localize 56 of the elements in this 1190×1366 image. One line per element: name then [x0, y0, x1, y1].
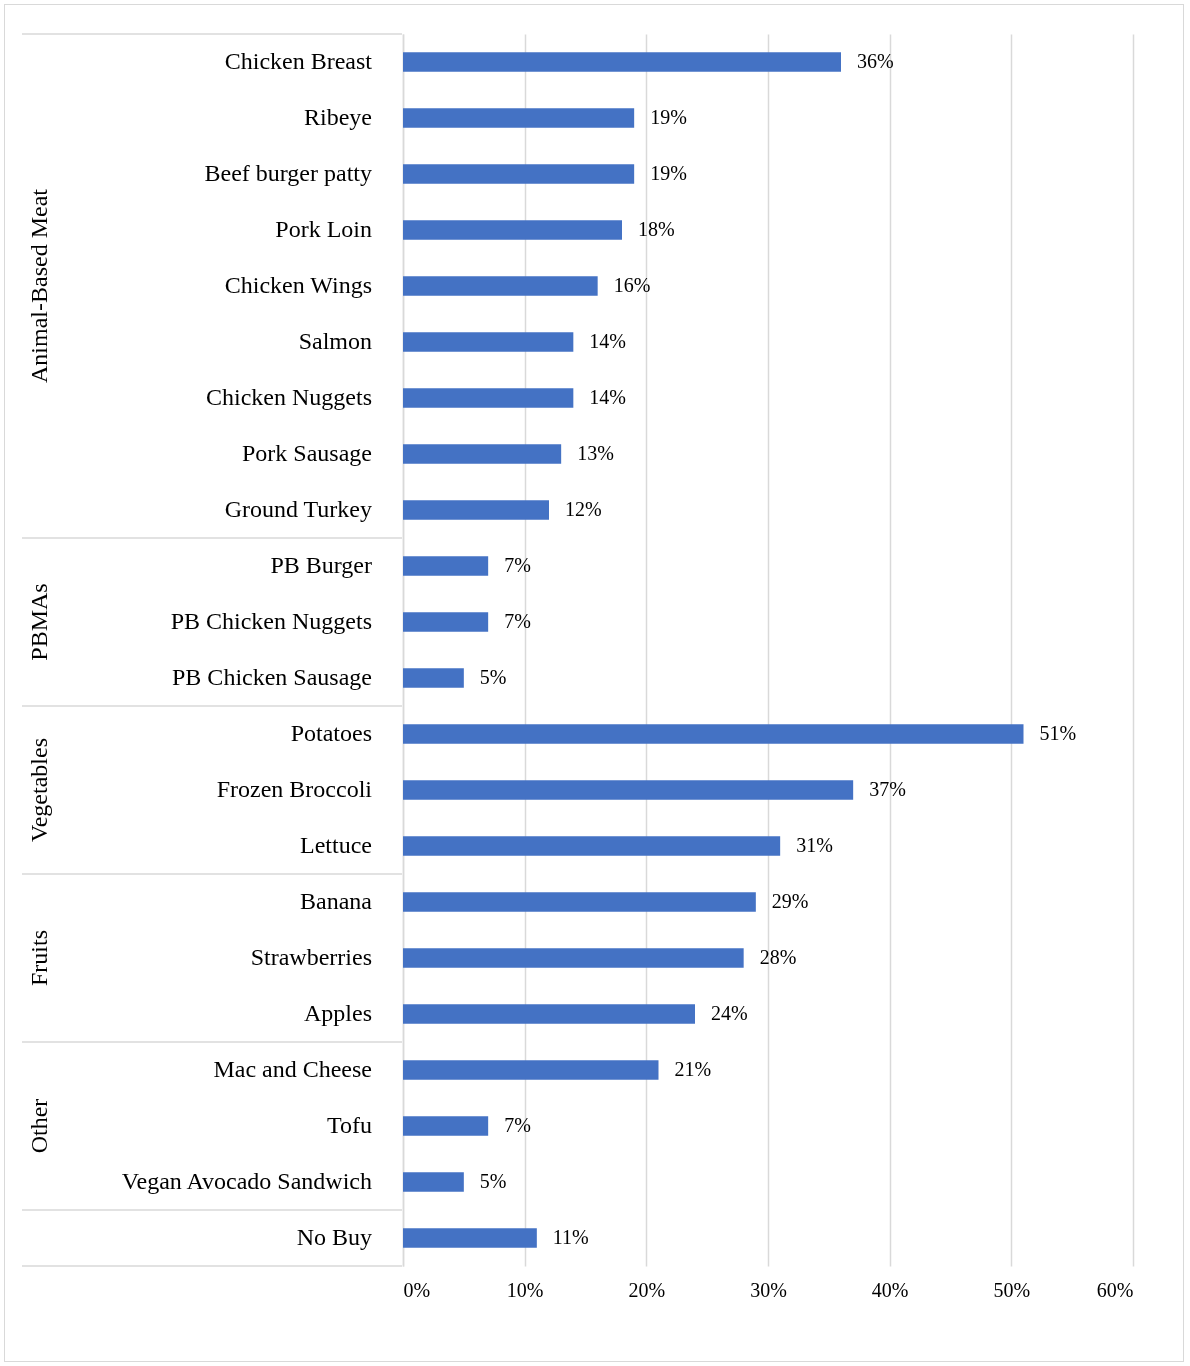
data-label: 29% [771, 890, 809, 912]
y-tick-label: Beef burger patty [204, 160, 372, 186]
x-tick-label: 0% [403, 1278, 431, 1301]
data-label: 5% [479, 1170, 507, 1192]
y-tick-label: Potatoes [290, 720, 372, 746]
y-tick-label: Ground Turkey [224, 496, 372, 522]
y-tick-label: Mac and Cheese [213, 1056, 372, 1082]
y-tick-label: Apples [304, 1000, 372, 1026]
data-label: 7% [504, 610, 531, 632]
y-tick-label: Ribeye [304, 104, 372, 130]
y-tick-label: Pork Loin [275, 216, 372, 242]
x-tick-label: 20% [628, 1278, 666, 1301]
data-label: 7% [504, 554, 531, 576]
y-tick-label: Vegan Avocado Sandwich [121, 1168, 372, 1194]
x-tick-label: 10% [506, 1278, 544, 1301]
data-label: 14% [589, 386, 627, 408]
y-tick-label: Lettuce [300, 832, 372, 858]
data-label: 37% [869, 778, 906, 800]
y-tick-label: PB Burger [270, 552, 372, 578]
data-label: 13% [577, 442, 614, 464]
x-tick-label: 60% [1096, 1278, 1134, 1301]
y-tick-label: Tofu [327, 1112, 372, 1138]
data-label: 16% [613, 274, 651, 296]
data-label: 51% [1039, 722, 1077, 744]
text: Vegetables [26, 738, 52, 842]
data-label: 5% [479, 666, 507, 688]
text: Other [26, 1098, 52, 1154]
data-label: 11% [552, 1226, 589, 1248]
y-tick-label: Frozen Broccoli [216, 776, 373, 802]
y-tick-label: Pork Sausage [242, 440, 372, 466]
x-tick-label: 50% [993, 1278, 1031, 1301]
y-tick-label: Chicken Breast [224, 48, 373, 74]
y-tick-label: Salmon [298, 328, 372, 354]
data-label: 31% [796, 834, 833, 856]
text: Fruits [26, 929, 52, 987]
data-label: 21% [674, 1058, 712, 1080]
data-label: 18% [638, 218, 675, 240]
data-label: 19% [650, 162, 687, 184]
y-tick-label: Strawberries [250, 944, 372, 970]
text: Animal-Based Meat [26, 188, 52, 383]
data-label: 14% [589, 330, 627, 352]
data-label: 28% [759, 946, 797, 968]
data-label: 12% [565, 498, 602, 520]
x-tick-label: 40% [871, 1278, 909, 1301]
data-label: 24% [711, 1002, 748, 1024]
y-tick-label: Chicken Nuggets [206, 384, 372, 410]
y-tick-label: No Buy [296, 1224, 372, 1250]
y-tick-label: Chicken Wings [224, 272, 372, 298]
y-tick-label: PB Chicken Nuggets [170, 608, 372, 634]
data-label: 36% [857, 50, 894, 72]
x-tick-label: 30% [750, 1278, 787, 1301]
data-label: 19% [650, 106, 687, 128]
data-label: 7% [504, 1114, 531, 1136]
y-tick-label: Banana [300, 888, 373, 914]
text: PBMAs [26, 583, 52, 661]
y-tick-label: PB Chicken Sausage [172, 664, 372, 690]
